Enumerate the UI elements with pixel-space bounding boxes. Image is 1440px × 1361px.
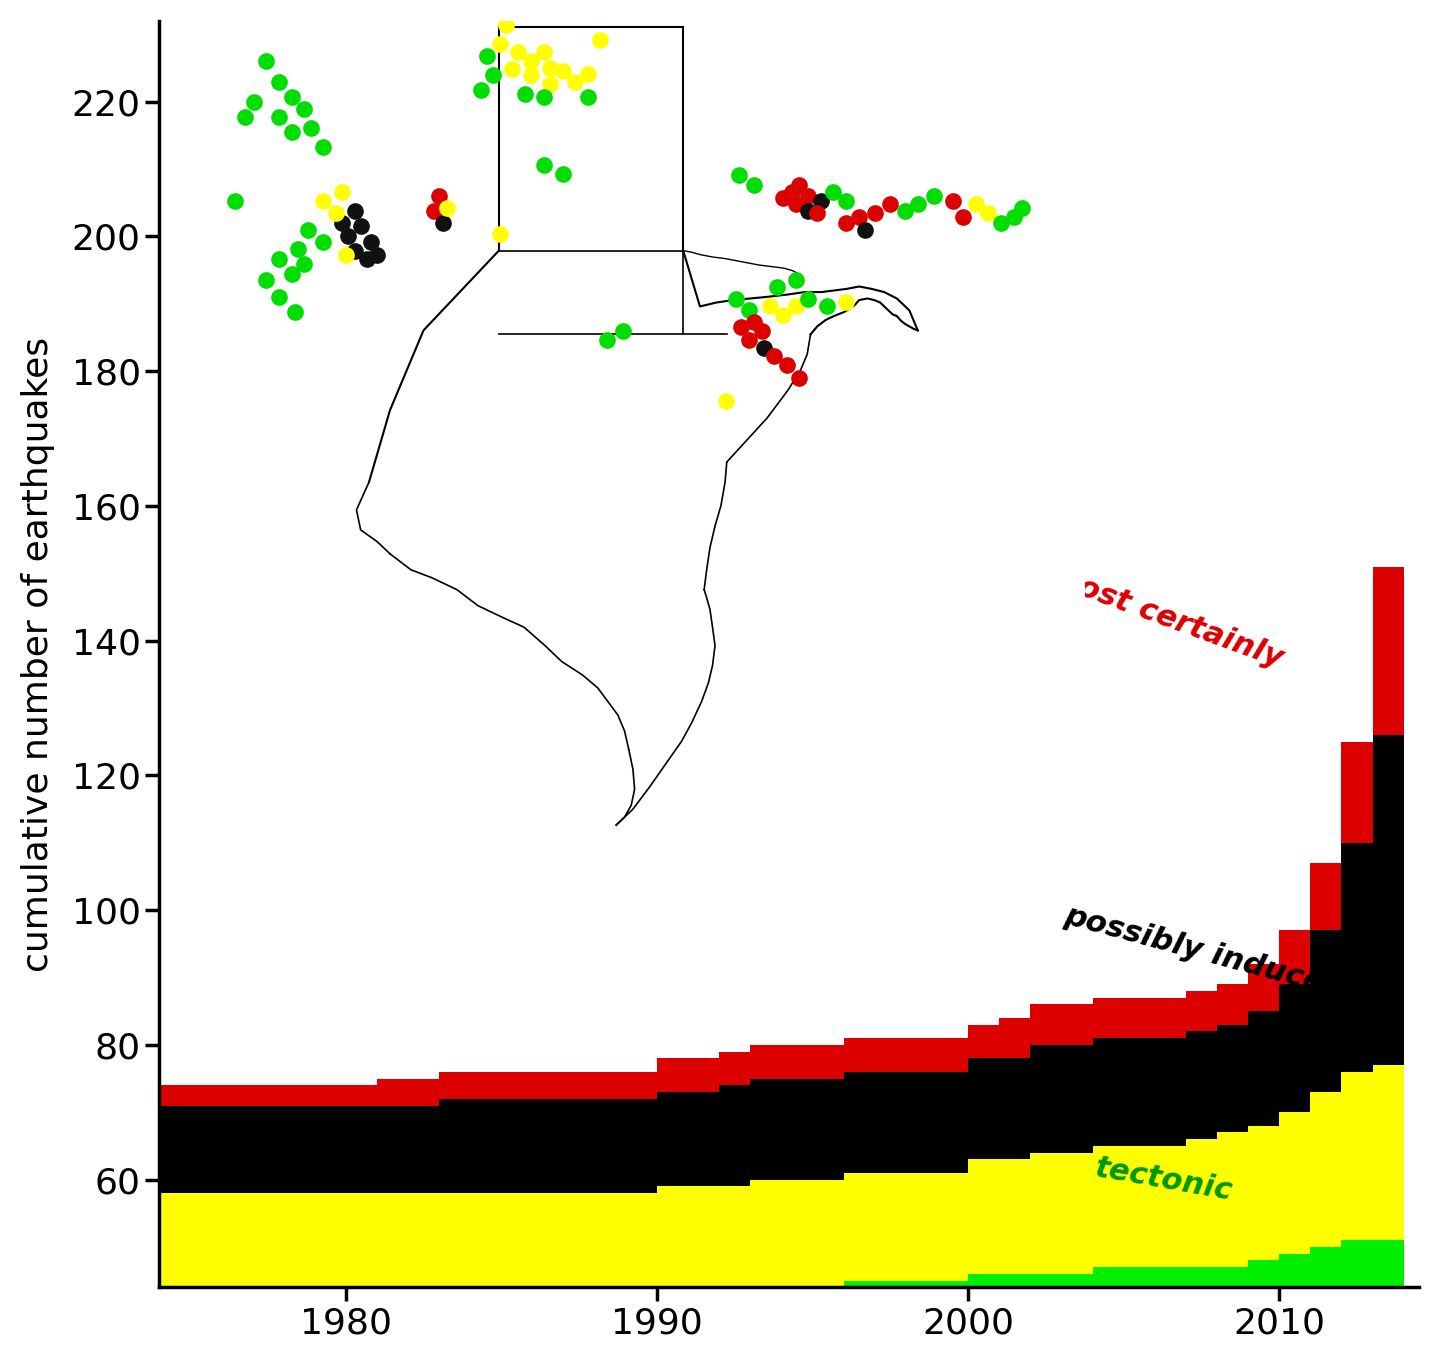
Text: possibly induced: possibly induced [1061,901,1348,1003]
Text: almost certainly: almost certainly [1015,551,1287,674]
FancyBboxPatch shape [248,27,1086,825]
Text: probably induced: probably induced [1031,661,1325,781]
Text: tectonic: tectonic [1093,1153,1236,1206]
Y-axis label: cumulative number of earthquakes: cumulative number of earthquakes [20,336,55,972]
